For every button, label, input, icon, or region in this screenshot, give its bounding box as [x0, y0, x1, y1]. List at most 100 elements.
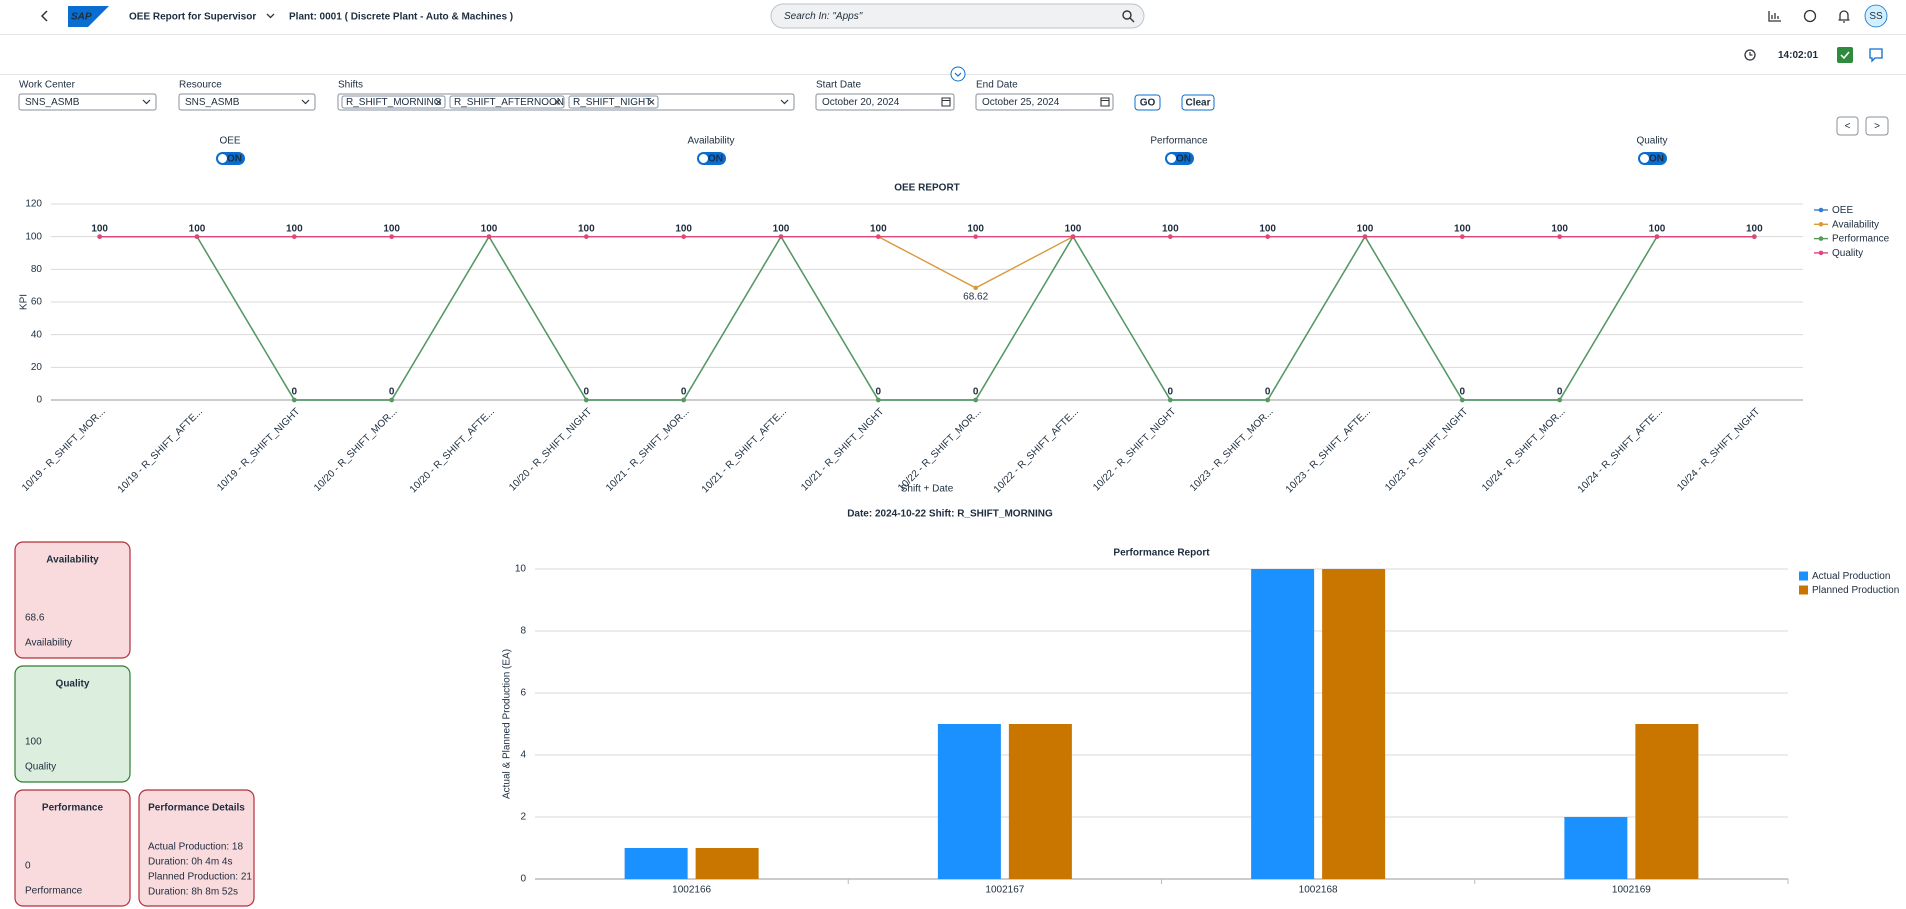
x-tick-label: 1002167: [985, 885, 1024, 896]
kpi-card[interactable]: [14, 541, 131, 659]
shift-token[interactable]: [568, 95, 659, 109]
kpi-caption: Availability: [25, 638, 72, 649]
token-remove[interactable]: [648, 99, 655, 105]
series-point: [1070, 234, 1076, 239]
series-point: [486, 234, 492, 239]
x-tick-label: 10/22 - R_SHIFT_NIGHT: [1091, 406, 1178, 493]
next-button-text: >: [1874, 121, 1880, 132]
kpi-card[interactable]: [14, 665, 131, 783]
series-point: [292, 234, 297, 239]
kpi-card-title: Availability: [46, 555, 99, 566]
selection-title: Date: 2024-10-22 Shift: R_SHIFT_MORNING: [847, 509, 1053, 520]
data-label: 100: [91, 223, 108, 234]
legend-label[interactable]: Planned Production: [1812, 585, 1899, 596]
dropdown-arrow[interactable]: [142, 99, 151, 105]
x-tick-label: 10/22 - R_SHIFT_MOR...: [896, 406, 984, 494]
apps-icon[interactable]: [1768, 11, 1781, 22]
y-tick-label: 8: [520, 626, 526, 637]
legend-label[interactable]: Performance: [1832, 234, 1890, 245]
legend-label[interactable]: Quality: [1832, 248, 1863, 259]
data-label: 100: [1357, 223, 1374, 234]
y-tick-label: 60: [31, 297, 43, 308]
y-tick-label: 0: [520, 874, 526, 885]
search-icon[interactable]: [1122, 10, 1132, 20]
series-point: [584, 397, 589, 403]
legend-label[interactable]: Availability: [1832, 219, 1879, 230]
series-point: [97, 234, 102, 239]
data-label: 100: [286, 223, 303, 234]
shift-token-text: R_SHIFT_NIGHT: [573, 97, 651, 108]
collapse-header-button[interactable]: [950, 66, 966, 82]
series-point: [681, 234, 686, 239]
filter-input[interactable]: [18, 93, 157, 111]
app-title[interactable]: OEE Report for Supervisor: [129, 12, 256, 23]
logo-shape[interactable]: [68, 6, 109, 27]
filter-label: Start Date: [816, 80, 861, 91]
data-label: 0: [1557, 387, 1563, 398]
kpi-value: 0: [25, 861, 31, 872]
legend-swatch[interactable]: [1799, 571, 1808, 581]
calendar-icon[interactable]: [1100, 97, 1110, 107]
plant-info: Plant: 0001 ( Discrete Plant - Auto & Ma…: [289, 12, 513, 23]
search-field[interactable]: [770, 3, 1145, 29]
x-tick-label: 10/24 - R_SHIFT_NIGHT: [1675, 406, 1762, 493]
legend-swatch[interactable]: [1799, 585, 1808, 595]
legend-label[interactable]: Actual Production: [1812, 571, 1890, 582]
avatar-initials: SS: [1869, 11, 1883, 22]
shift-token[interactable]: [341, 95, 446, 109]
next-button[interactable]: [1865, 116, 1889, 136]
data-label: 100: [1259, 223, 1276, 234]
bar: [1251, 569, 1315, 879]
shift-token-text: R_SHIFT_MORNING: [346, 97, 442, 108]
filter-label: Work Center: [19, 80, 76, 91]
data-label: 100: [1746, 223, 1763, 234]
status-icon[interactable]: [1837, 47, 1853, 63]
feedback-icon[interactable]: [1869, 48, 1883, 63]
filter-label: End Date: [976, 80, 1018, 91]
filter-value: SNS_ASMB: [185, 97, 240, 108]
data-label: 100: [967, 223, 984, 234]
go-button-text: GO: [1140, 98, 1156, 109]
calendar-icon[interactable]: [941, 97, 951, 107]
history-icon[interactable]: [1744, 49, 1756, 61]
notifications-icon[interactable]: [1838, 10, 1850, 23]
avatar[interactable]: [1864, 4, 1888, 28]
y-tick-label: 40: [31, 329, 43, 340]
shift-token[interactable]: [449, 95, 565, 109]
series-point: [292, 397, 297, 403]
x-tick-label: 10/20 - R_SHIFT_MOR...: [312, 406, 400, 494]
legend-label[interactable]: OEE: [1832, 205, 1853, 216]
y-tick-label: 20: [31, 362, 43, 373]
data-label: 0: [1460, 387, 1466, 398]
series-point: [876, 397, 881, 403]
bar: [1564, 817, 1628, 879]
filter-input[interactable]: [178, 93, 316, 111]
prev-button[interactable]: [1836, 116, 1859, 136]
kpi-card[interactable]: [14, 789, 131, 907]
details-card[interactable]: [138, 789, 255, 907]
filter-label: Resource: [179, 80, 222, 91]
title-menu-arrow[interactable]: [266, 13, 275, 19]
x-tick-label: 10/19 - R_SHIFT_MOR...: [20, 406, 108, 494]
series-point: [1362, 234, 1368, 239]
assistant-icon[interactable]: [1803, 9, 1817, 23]
toggle-knob: [217, 153, 228, 164]
dropdown-arrow[interactable]: [301, 99, 310, 105]
back-button[interactable]: [40, 10, 48, 22]
x-tick-label: 10/20 - R_SHIFT_AFTE...: [408, 406, 497, 495]
token-remove[interactable]: [554, 99, 561, 105]
y-tick-label: 6: [520, 688, 526, 699]
filter-input[interactable]: [815, 93, 955, 111]
data-label: 100: [1454, 223, 1471, 234]
kpi-caption: Quality: [25, 762, 56, 773]
clear-button[interactable]: [1181, 94, 1215, 111]
dropdown-arrow[interactable]: [780, 99, 789, 105]
x-axis-title: Shift + Date: [901, 484, 954, 495]
token-remove[interactable]: [435, 99, 442, 105]
go-button[interactable]: [1134, 94, 1161, 111]
toggle-state: ON: [708, 154, 723, 165]
filter-input[interactable]: [975, 93, 1114, 111]
data-label: 0: [389, 387, 395, 398]
filter-label: Shifts: [338, 80, 363, 91]
